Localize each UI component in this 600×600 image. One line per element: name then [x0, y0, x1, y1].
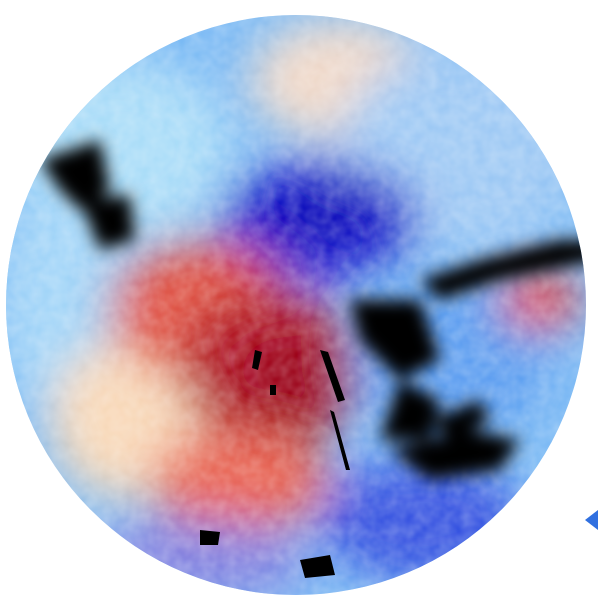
- no-data-areas: [40, 140, 586, 480]
- outer-fragment: [585, 510, 598, 530]
- clutter-streaks: [200, 350, 350, 578]
